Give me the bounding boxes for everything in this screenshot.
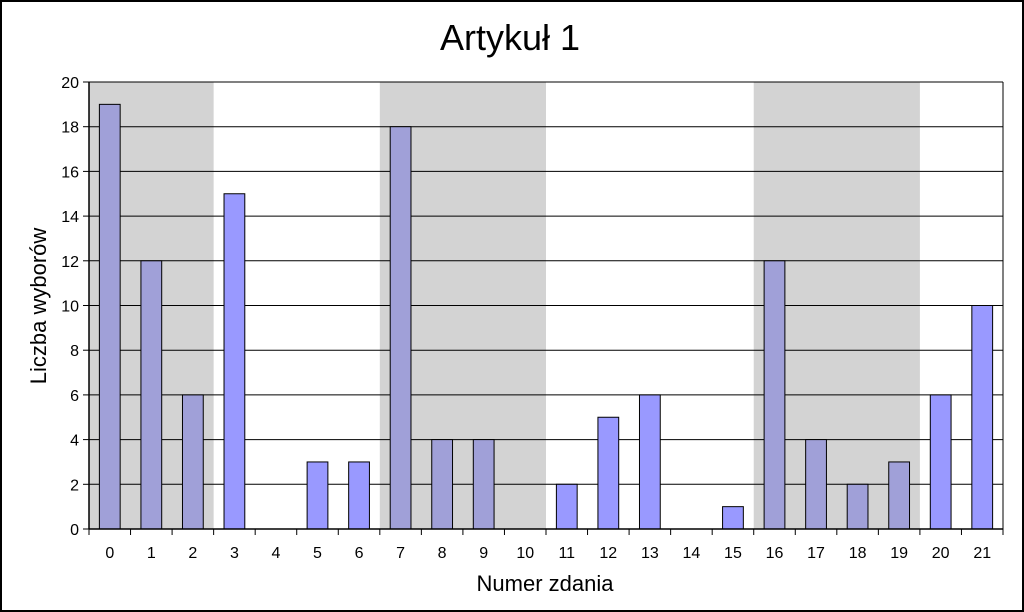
y-tick-label-14: 14 <box>61 209 79 226</box>
x-tick-label-10: 10 <box>516 545 534 562</box>
x-axis-label: Numer zdania <box>477 571 615 596</box>
y-tick-label-4: 4 <box>70 433 79 450</box>
x-tick-label-3: 3 <box>230 545 239 562</box>
bar-16 <box>763 260 786 530</box>
x-tick-label-14: 14 <box>683 545 701 562</box>
y-tick-label-6: 6 <box>70 388 79 405</box>
chart-title: Artykuł 1 <box>440 17 580 58</box>
bar-12 <box>597 416 620 530</box>
bar-5 <box>306 461 329 530</box>
bar-8 <box>431 439 454 530</box>
bar-17 <box>805 439 827 530</box>
x-tick-label-19: 19 <box>890 545 908 562</box>
y-tick-label-0: 0 <box>70 522 79 539</box>
bar-21 <box>971 305 994 530</box>
x-tick-labels: 0 1 2 3 4 5 6 7 8 9 10 11 12 13 14 15 16 17 18 19 20 21 <box>88 529 1004 562</box>
y-tick-label-20: 20 <box>61 75 79 92</box>
x-tick-label-2: 2 <box>188 545 197 562</box>
x-tick-label-11: 11 <box>558 545 575 562</box>
x-tick-label-8: 8 <box>438 545 447 562</box>
x-tick-label-13: 13 <box>641 545 659 562</box>
bar-7 <box>389 126 412 530</box>
y-tick-labels: 0 2 4 6 8 10 12 14 16 18 20 <box>61 75 89 539</box>
x-tick-label-21: 21 <box>973 545 991 562</box>
x-tick-label-1: 1 <box>147 545 156 562</box>
y-tick-label-2: 2 <box>70 477 79 494</box>
bar-13 <box>638 394 661 530</box>
bar-1 <box>140 260 163 530</box>
x-tick-label-12: 12 <box>599 545 617 562</box>
y-axis-label: Liczba wyborów <box>26 228 51 385</box>
y-tick-label-12: 12 <box>61 254 79 271</box>
x-tick-label-20: 20 <box>932 545 950 562</box>
bar-15 <box>722 506 744 530</box>
x-tick-label-17: 17 <box>807 545 825 562</box>
bar-3 <box>223 193 246 530</box>
x-tick-label-15: 15 <box>724 545 742 562</box>
x-tick-label-4: 4 <box>272 545 281 562</box>
y-tick-label-8: 8 <box>70 343 79 360</box>
bar-18 <box>846 483 869 530</box>
x-tick-label-18: 18 <box>849 545 867 562</box>
bar-9 <box>472 439 495 530</box>
x-tick-label-5: 5 <box>313 545 322 562</box>
x-tick-label-0: 0 <box>105 545 114 562</box>
x-tick-label-7: 7 <box>396 545 405 562</box>
bar-19 <box>888 461 911 530</box>
bar-11 <box>555 483 578 530</box>
bar-2 <box>181 394 204 530</box>
y-tick-label-16: 16 <box>61 164 79 181</box>
y-tick-label-10: 10 <box>61 299 79 316</box>
x-tick-label-16: 16 <box>766 545 784 562</box>
bar-6 <box>348 461 370 530</box>
bar-20 <box>929 394 952 530</box>
bar-0 <box>98 103 121 530</box>
y-tick-label-18: 18 <box>61 120 79 137</box>
x-tick-label-9: 9 <box>479 545 488 562</box>
x-tick-label-6: 6 <box>355 545 364 562</box>
